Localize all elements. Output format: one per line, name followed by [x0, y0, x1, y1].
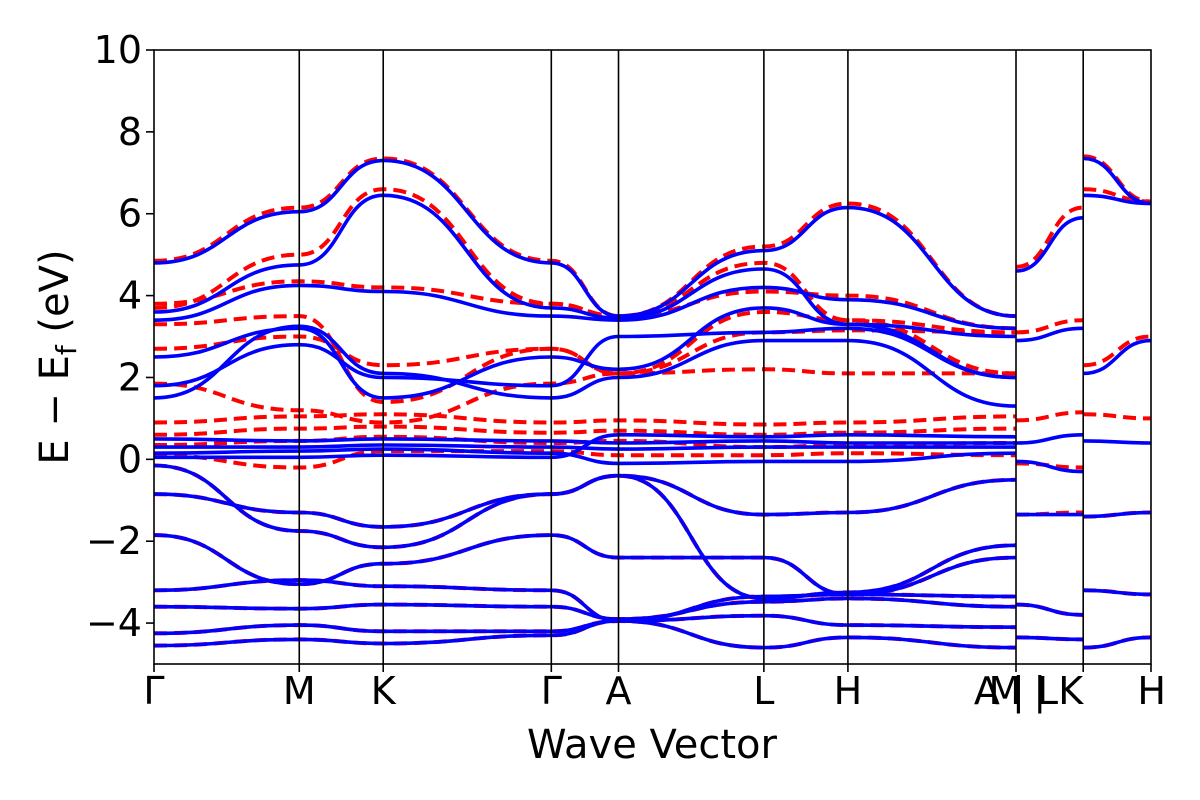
x-tick-label: Γ [541, 669, 562, 713]
band-line [154, 437, 1016, 445]
y-axis-title-unit: (eV) [32, 249, 78, 345]
y-tick-label: 6 [118, 192, 142, 236]
band-line [1015, 326, 1084, 343]
y-axis-title-main: E − E [32, 355, 78, 465]
series-dashed-red [154, 154, 1151, 650]
band-line [1083, 156, 1151, 206]
band-line [154, 613, 1017, 648]
band-line [1083, 635, 1151, 650]
series-solid-blue [154, 156, 1151, 650]
y-tick-label: 8 [118, 110, 142, 154]
band-line [1083, 334, 1151, 368]
y-tick-label: 10 [94, 28, 142, 72]
bands-layer [154, 154, 1151, 650]
band-line [154, 367, 1016, 425]
band-line [154, 187, 1017, 335]
band-line [1083, 439, 1151, 445]
band-line [1083, 510, 1151, 519]
band-line [154, 533, 1017, 597]
band-line [154, 449, 1017, 470]
band-line [154, 412, 1017, 427]
band-line [154, 328, 1017, 376]
band-line [154, 596, 1017, 621]
y-tick-label: −4 [86, 601, 142, 645]
band-line [1015, 635, 1084, 642]
band-line [154, 193, 1017, 339]
band-line [1015, 205, 1084, 269]
x-tick-label: Γ [143, 669, 164, 713]
y-tick-label: −2 [86, 519, 142, 563]
band-line [154, 533, 1017, 597]
y-axis-title-sub: f [50, 344, 83, 355]
band-line [1015, 216, 1084, 273]
band-line [1083, 588, 1151, 597]
x-tick-label: L [753, 669, 774, 713]
x-tick-label: A | L [974, 669, 1058, 714]
y-tick-label: 2 [118, 355, 142, 399]
x-tick-label: H [834, 669, 863, 713]
y-tick-label: 4 [118, 274, 142, 318]
band-line [1015, 318, 1084, 335]
x-tick-label: A [606, 669, 632, 713]
x-tick-label: M | K [989, 669, 1085, 714]
band-line [1015, 459, 1084, 474]
kpoint-lines [298, 50, 1085, 664]
y-tick-label: 0 [118, 437, 142, 481]
band-line [154, 306, 1017, 400]
band-line [1083, 412, 1151, 421]
x-axis-title: Wave Vector [527, 722, 778, 768]
y-axis-title: E − Ef (eV) [32, 249, 83, 464]
plot-frame [153, 49, 1152, 665]
x-tick-label: H [1137, 669, 1166, 713]
y-axis-ticks: −4 −2 0 2 4 6 8 10 [86, 28, 154, 645]
x-tick-label: M [283, 669, 316, 713]
band-line [154, 424, 1017, 437]
band-line [1083, 338, 1151, 376]
band-line [1015, 602, 1084, 617]
band-line [1015, 410, 1084, 423]
band-line [154, 158, 1017, 318]
x-tick-label: K [371, 669, 397, 713]
band-line [1015, 433, 1084, 445]
